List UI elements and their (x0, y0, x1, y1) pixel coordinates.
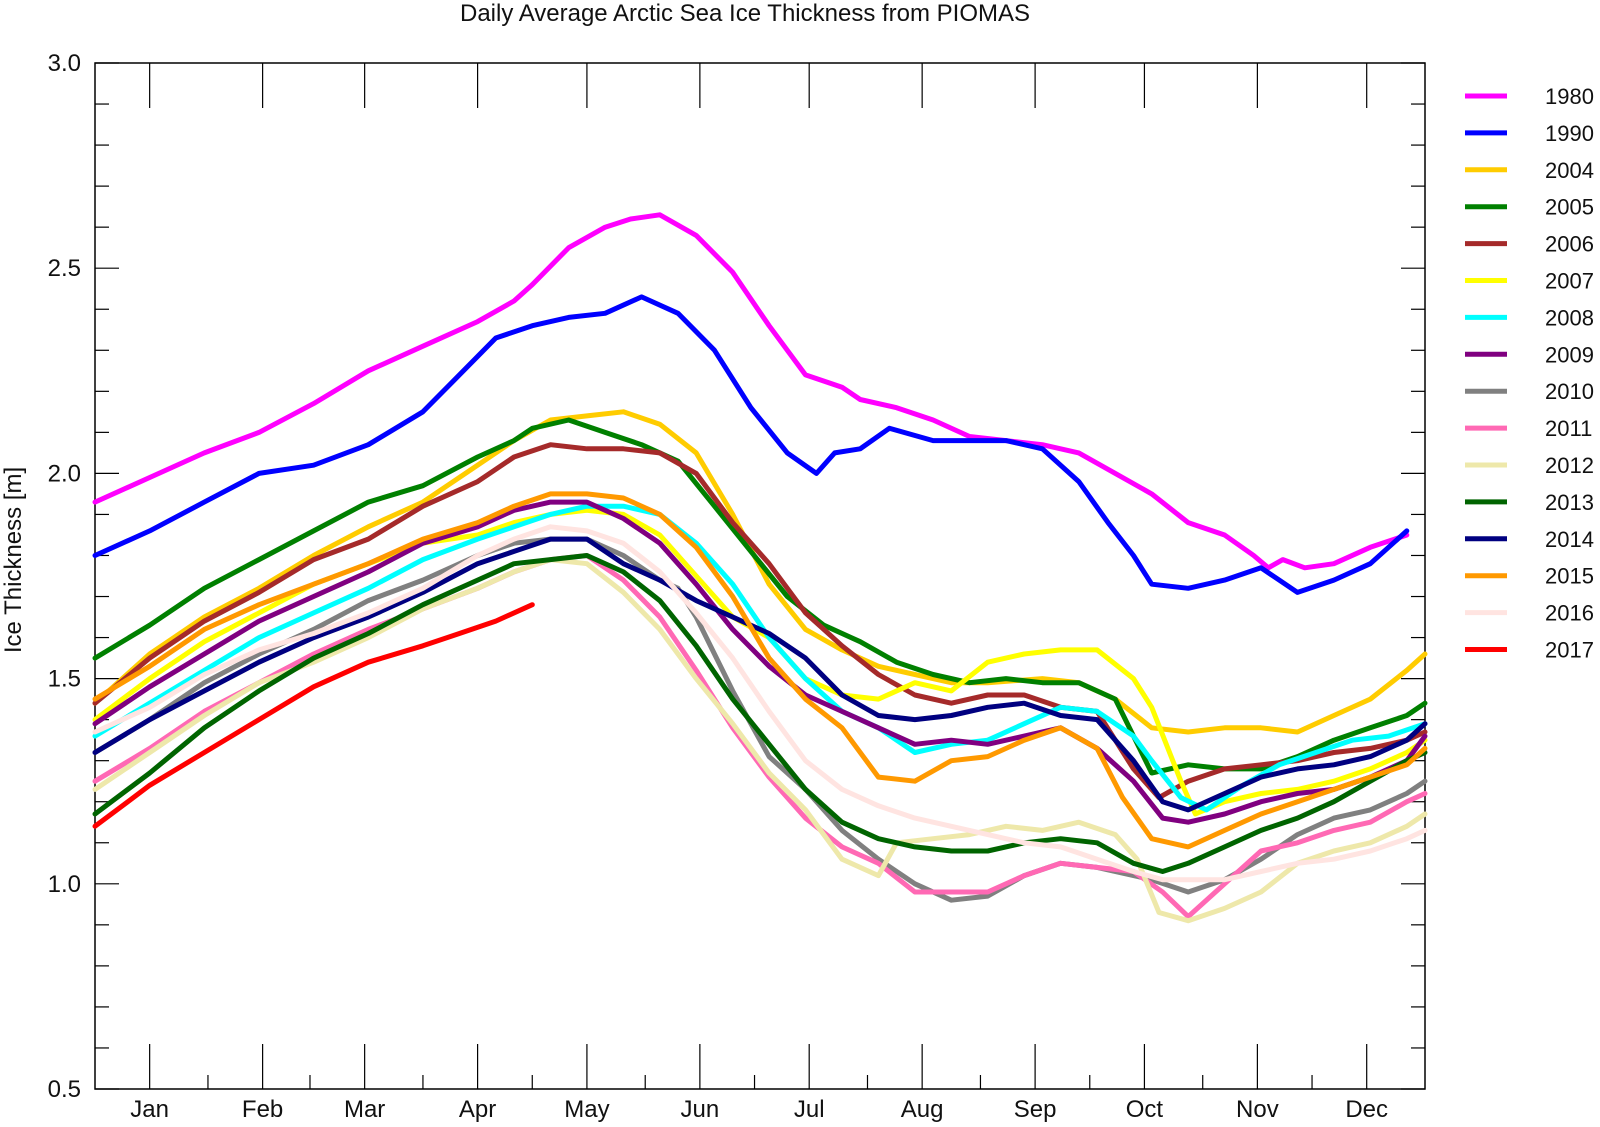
legend: 1980 1990 2004 2005 2006 2007 2008 2009 2010 2011… (1465, 84, 1594, 663)
x-tick-label: Nov (1236, 1096, 1279, 1123)
x-tick-label: Apr (459, 1096, 496, 1123)
legend-label-2007: 2007 (1545, 269, 1594, 294)
y-tick-label: 0.5 (48, 1076, 81, 1103)
legend-label-1990: 1990 (1545, 121, 1594, 146)
x-tick-label: Jun (681, 1096, 720, 1123)
legend-label-2010: 2010 (1545, 379, 1594, 404)
x-tick-label: Aug (901, 1096, 944, 1123)
series-lines (92, 212, 1428, 924)
x-tick-label: Sep (1014, 1096, 1057, 1123)
y-tick-label: 1.0 (48, 871, 81, 898)
x-tick-label: Mar (344, 1096, 385, 1123)
x-tick-label: Jul (794, 1096, 825, 1123)
legend-label-2016: 2016 (1545, 601, 1594, 626)
series-line-2006 (92, 442, 1428, 801)
series-line-1980 (92, 212, 1410, 571)
series-line-2004 (92, 409, 1428, 735)
legend-label-2014: 2014 (1545, 527, 1594, 552)
series-line-2015 (92, 491, 1428, 850)
x-tick-label: Feb (242, 1096, 283, 1123)
x-tick-label: May (564, 1096, 609, 1123)
legend-label-2011: 2011 (1545, 416, 1592, 441)
legend-label-2015: 2015 (1545, 564, 1594, 589)
legend-label-1980: 1980 (1545, 84, 1594, 109)
y-tick-label: 1.5 (48, 666, 81, 693)
series-line-2013 (92, 553, 1428, 874)
series-line-2017 (92, 602, 535, 829)
series-line-2009 (92, 499, 1428, 825)
legend-label-2005: 2005 (1545, 195, 1594, 220)
legend-label-2013: 2013 (1545, 490, 1594, 515)
series-line-2016 (92, 524, 1428, 883)
series-line-1990 (92, 294, 1410, 595)
series-line-2014 (92, 536, 1428, 813)
legend-label-2004: 2004 (1545, 158, 1594, 183)
x-tick-label: Oct (1126, 1096, 1164, 1123)
x-tick-label: Dec (1345, 1096, 1388, 1123)
chart-title: Daily Average Arctic Sea Ice Thickness f… (460, 0, 1030, 27)
legend-label-2006: 2006 (1545, 232, 1594, 257)
axes: 0.5 1.0 1.5 2.0 2.5 3.0 Jan Feb Mar Apr May Jun Jul A… (48, 50, 1426, 1123)
x-tick-label: Jan (130, 1096, 169, 1123)
series-line-2012 (92, 557, 1428, 924)
legend-label-2008: 2008 (1545, 305, 1594, 330)
y-tick-label: 2.0 (48, 460, 81, 487)
y-tick-label: 2.5 (48, 255, 81, 282)
legend-label-2012: 2012 (1545, 453, 1594, 478)
legend-label-2009: 2009 (1545, 342, 1594, 367)
plot-frame (94, 62, 1426, 1090)
y-tick-label: 3.0 (48, 50, 81, 77)
legend-label-2017: 2017 (1545, 638, 1594, 663)
